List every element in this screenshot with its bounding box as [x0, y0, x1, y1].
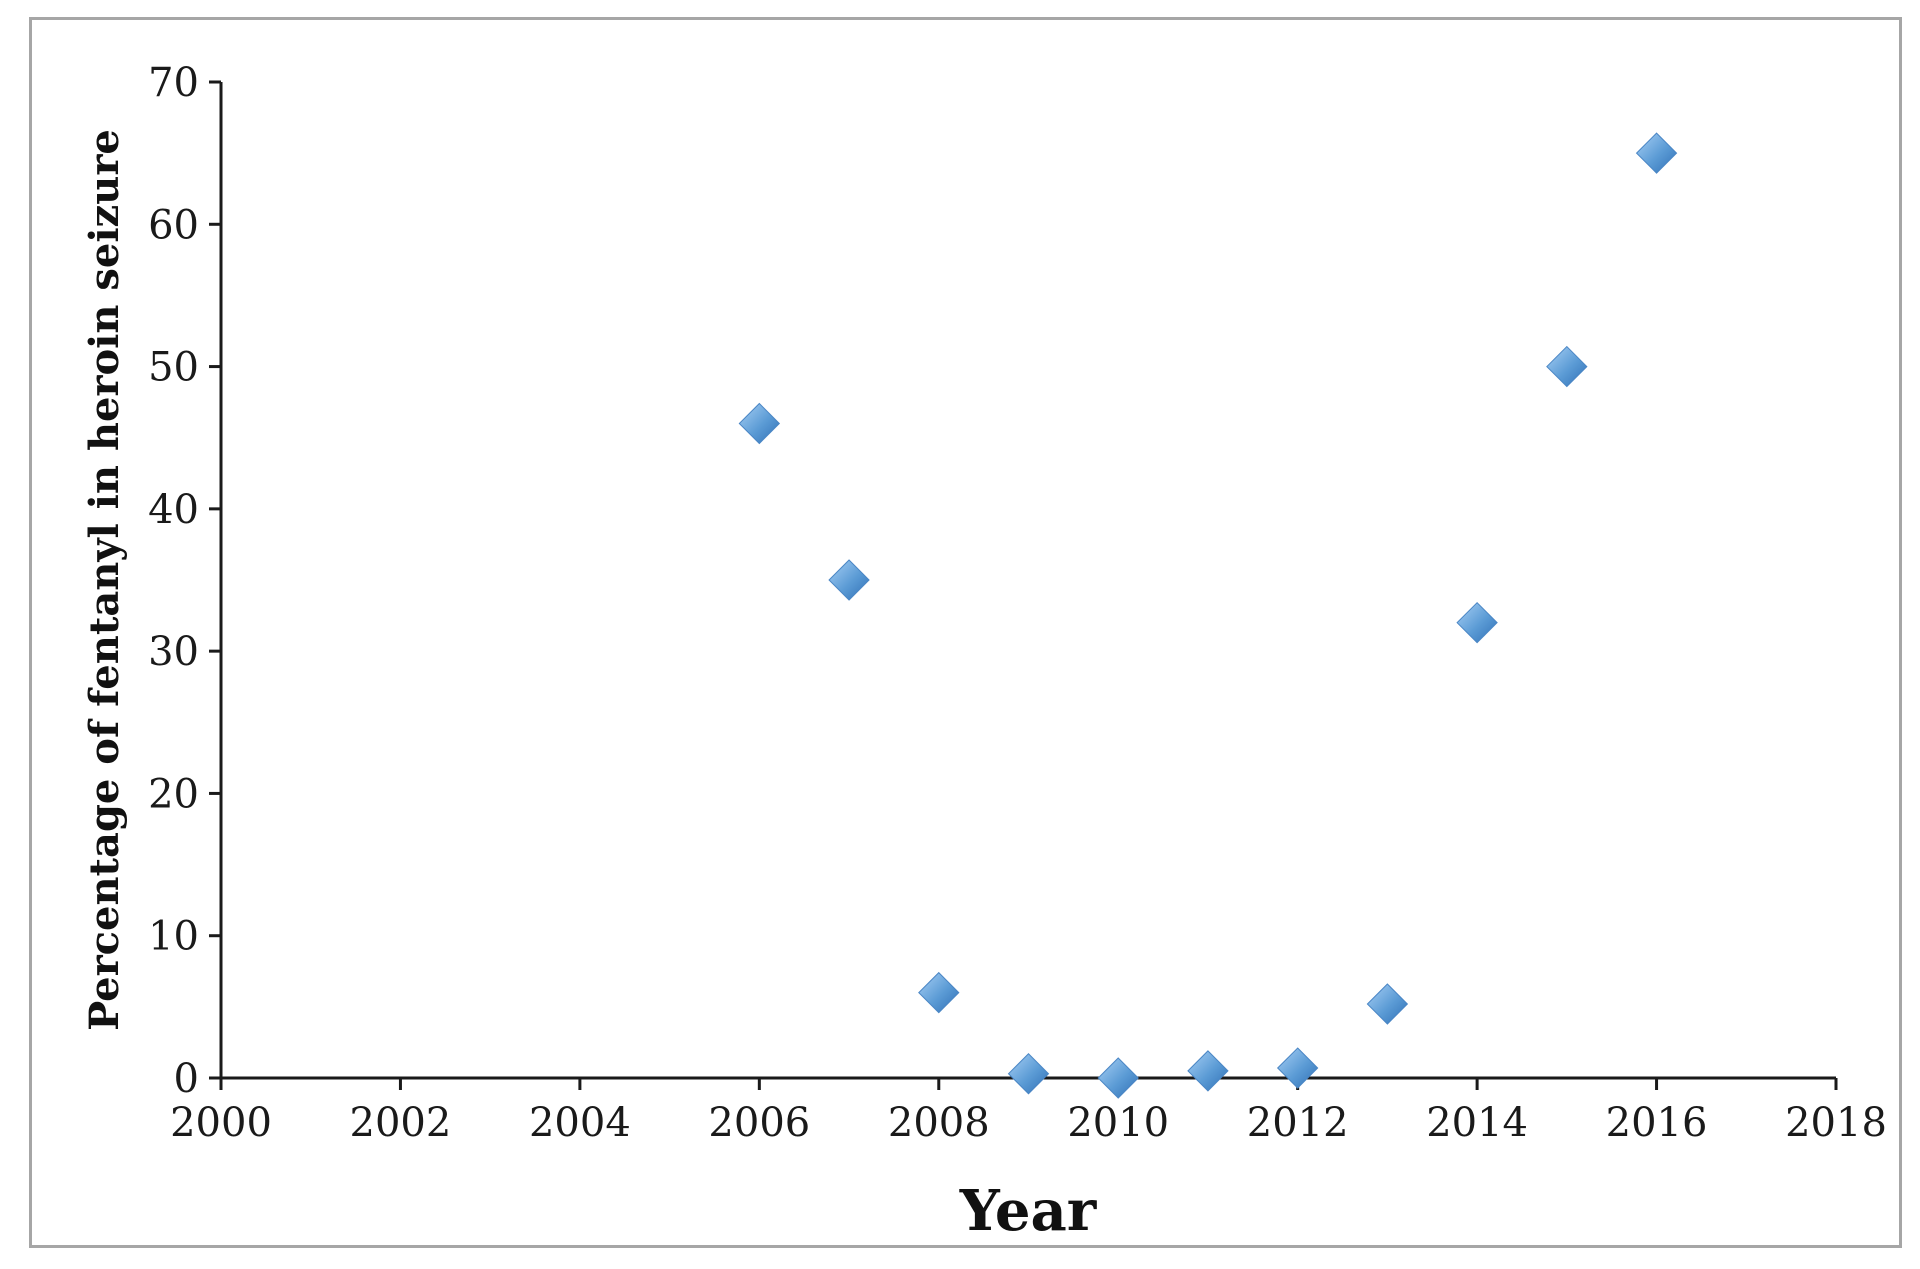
x-tick-label: 2014: [1426, 1100, 1528, 1146]
data-point-diamond: [1097, 1057, 1139, 1099]
data-point-diamond: [828, 559, 870, 601]
y-tick-label: 60: [148, 202, 199, 248]
data-points: [738, 132, 1678, 1099]
x-tick-label: 2010: [1067, 1100, 1169, 1146]
y-tick-label: 70: [148, 60, 199, 106]
axes: [219, 82, 1836, 1080]
chart-frame: [29, 17, 1902, 1248]
y-tick-label: 20: [148, 771, 199, 817]
y-tick-label: 10: [148, 914, 199, 960]
y-axis-title: Percentage of fentanyl in heroin seizure: [81, 129, 128, 1031]
data-point-diamond: [918, 971, 960, 1014]
x-tick-label: 2012: [1247, 1100, 1349, 1146]
y-tick-label: 40: [148, 487, 199, 533]
x-tick-label: 2000: [170, 1100, 272, 1146]
x-tick-label: 2006: [708, 1100, 810, 1146]
x-tick-label: 2018: [1785, 1100, 1887, 1146]
data-point-diamond: [1366, 983, 1409, 1025]
y-axis-ticks: 0 10 20 30 40 50 60 70: [148, 60, 221, 1102]
x-tick-label: 2004: [529, 1100, 631, 1146]
x-tick-label: 2016: [1606, 1100, 1708, 1146]
y-tick-label: 30: [148, 629, 199, 675]
y-tick-label: 0: [174, 1056, 199, 1102]
data-point-diamond: [1276, 1047, 1319, 1089]
data-point-diamond: [738, 402, 781, 445]
data-point-diamond: [1456, 601, 1498, 644]
x-tick-label: 2008: [888, 1100, 990, 1146]
y-tick-label: 50: [148, 345, 199, 391]
data-point-diamond: [1187, 1050, 1229, 1092]
x-axis-title: Year: [959, 1178, 1098, 1244]
data-point-diamond: [1635, 132, 1678, 174]
data-point-diamond: [1546, 345, 1588, 388]
x-axis-ticks: 2000 2002 2004 2006 2008 2010 2012 2014 2016 2018: [170, 1078, 1887, 1146]
x-tick-label: 2002: [350, 1100, 452, 1146]
data-point-diamond: [1007, 1053, 1050, 1095]
